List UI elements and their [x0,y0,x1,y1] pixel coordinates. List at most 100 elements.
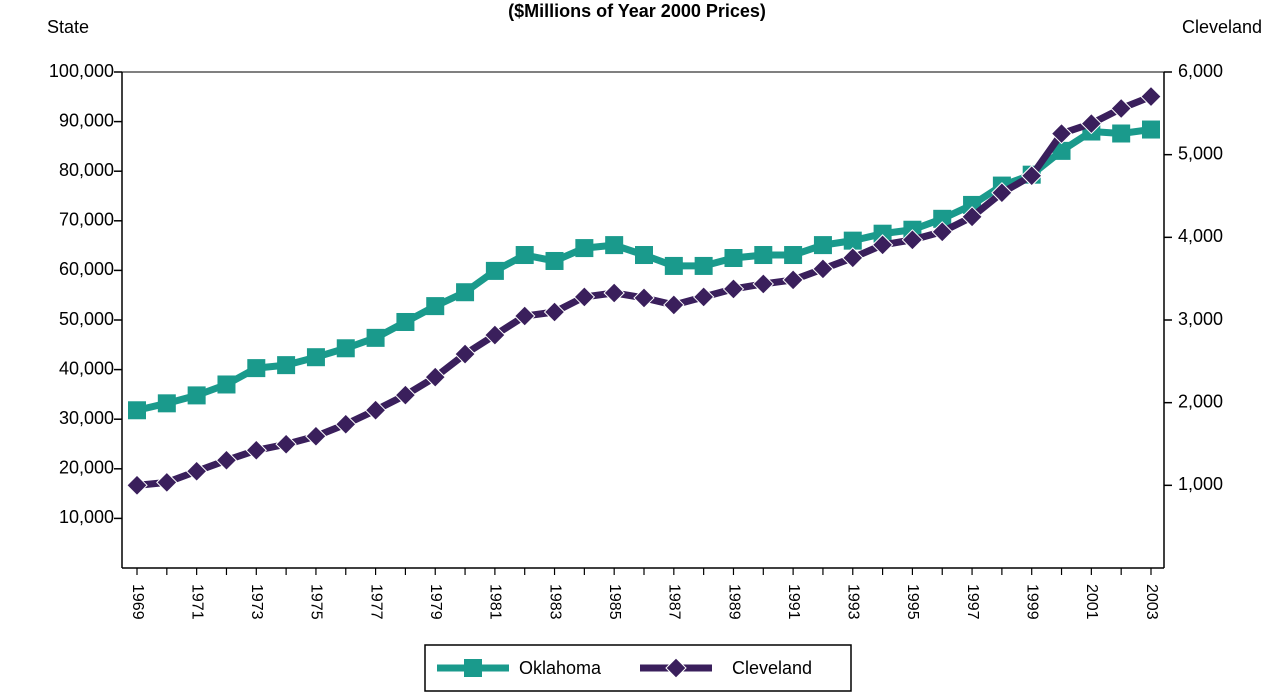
data-point [545,251,564,270]
data-point [485,261,504,280]
data-point [635,246,653,265]
data-point [424,366,446,388]
data-point [573,286,596,308]
legend-label: Oklahoma [519,658,602,678]
y-tick-label: 40,000 [59,358,114,378]
x-tick-label: 1979 [427,584,444,620]
data-point [603,282,625,304]
x-tick-label: 1969 [129,584,146,620]
data-point [664,256,683,275]
data-point [156,471,178,494]
chart-title: ($Millions of Year 2000 Prices) [508,1,766,21]
data-point [784,246,803,265]
data-point [396,312,415,331]
data-point [515,246,534,265]
data-point [1080,112,1103,135]
data-point [1140,85,1162,108]
data-point [1110,97,1132,120]
y-tick-label: 30,000 [59,408,114,428]
y2-axis-label: Cleveland [1182,17,1262,37]
data-point [605,236,624,255]
y2-tick-label: 3,000 [1178,309,1223,329]
data-point [575,239,594,258]
data-point [961,206,983,228]
x-tick-label: 1999 [1023,584,1040,620]
data-point [663,294,685,316]
y-tick-label: 90,000 [59,110,114,130]
data-point [813,236,832,255]
x-tick-label: 1985 [606,584,623,620]
data-point [187,386,206,405]
data-point [217,375,236,394]
data-point [933,209,952,228]
y-tick-label: 20,000 [59,458,114,478]
data-point [543,301,566,323]
data-point [812,258,834,280]
x-tick-label: 1975 [308,584,325,620]
data-point [901,229,924,251]
x-tick-label: 2001 [1083,584,1100,620]
y2-tick-label: 5,000 [1178,143,1223,163]
y2-tick-label: 2,000 [1178,391,1223,411]
y-tick-label: 70,000 [59,210,114,230]
y2-tick-label: 4,000 [1178,226,1223,246]
data-point [752,273,775,295]
data-point [245,439,268,461]
x-tick-label: 1987 [666,584,683,620]
data-point [871,234,894,256]
data-point [931,221,953,243]
x-tick-label: 1995 [904,584,921,620]
x-tick-label: 1977 [367,584,384,620]
data-point [277,356,296,375]
data-point [335,413,357,435]
data-point [126,474,148,497]
data-point [306,348,325,367]
data-point [724,249,743,267]
x-tick-label: 1993 [845,584,862,620]
data-point [873,224,892,243]
x-tick-label: 1973 [248,584,265,620]
x-tick-label: 1981 [487,584,504,620]
data-point [694,256,713,275]
data-point [336,339,355,358]
data-point [456,283,475,302]
data-point [633,287,655,309]
data-point [1050,122,1073,145]
data-point [722,278,745,300]
y-tick-label: 50,000 [59,309,114,329]
data-point [305,425,327,447]
y-tick-label: 80,000 [59,160,114,180]
legend-marker [464,659,482,677]
data-point [513,305,536,327]
data-point [394,384,417,406]
data-point [1112,124,1131,143]
data-point [426,297,445,316]
data-point [991,182,1013,204]
data-point [843,231,862,250]
data-point [692,286,715,308]
data-point [1052,141,1071,160]
y2-tick-label: 1,000 [1178,474,1223,494]
data-point [215,449,238,471]
x-tick-label: 1983 [546,584,563,620]
data-point [782,269,804,291]
x-tick-label: 2003 [1143,584,1160,620]
x-tick-label: 1997 [964,584,981,620]
data-point [454,343,476,365]
data-point [842,247,864,269]
data-point [364,399,387,421]
y-tick-label: 10,000 [59,507,114,527]
y-axis-label: State [47,17,89,37]
data-point [185,460,208,482]
data-point [157,394,176,413]
data-point [754,246,773,265]
x-tick-label: 1989 [725,584,742,620]
data-point [1142,120,1160,139]
data-point [247,359,266,378]
data-point [128,401,146,420]
legend-marker [665,657,687,679]
y2-tick-label: 6,000 [1178,61,1223,81]
x-tick-label: 1991 [785,584,802,620]
legend-label: Cleveland [732,658,812,678]
